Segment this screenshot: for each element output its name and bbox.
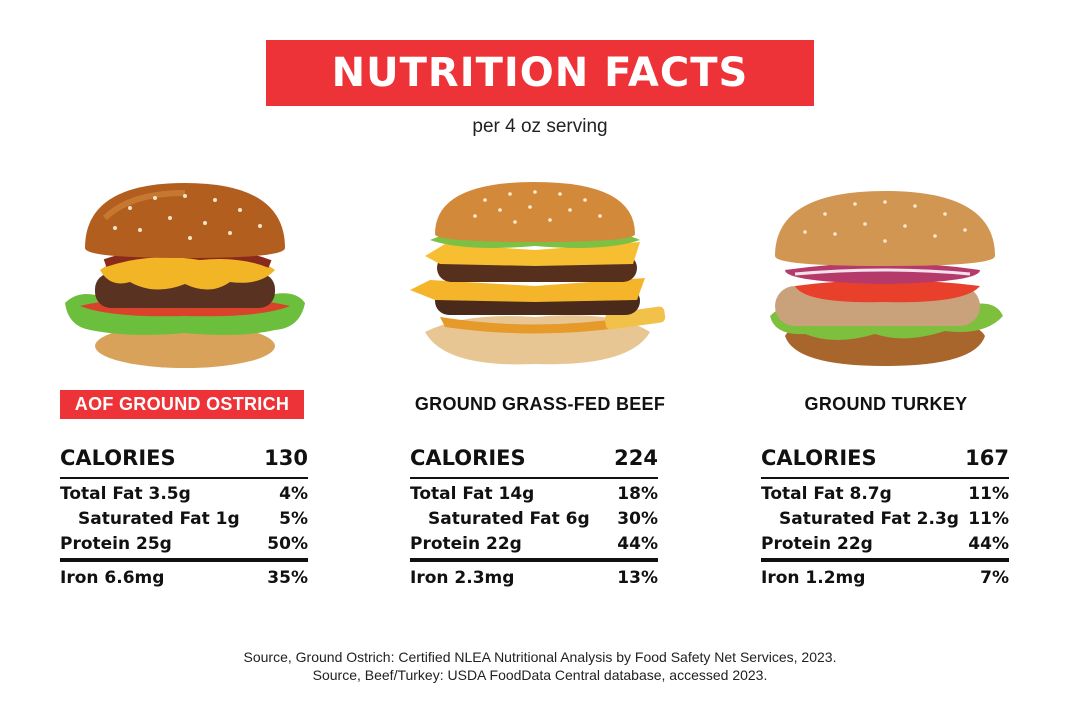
divider bbox=[60, 558, 308, 562]
source-footer: Source, Ground Ostrich: Certified NLEA N… bbox=[0, 648, 1080, 684]
nutrient-value: 5% bbox=[279, 509, 308, 529]
nutrient-label: Total Fat 14g bbox=[410, 484, 535, 504]
nutrient-label: Total Fat 8.7g bbox=[761, 484, 892, 504]
page-subtitle: per 4 oz serving bbox=[472, 116, 608, 137]
nutrient-value: 11% bbox=[968, 484, 1009, 504]
calories-row: CALORIES 167 bbox=[761, 446, 1009, 470]
beef-burger-image bbox=[405, 182, 670, 372]
source-line-beef-turkey: Source, Beef/Turkey: USDA FoodData Centr… bbox=[312, 667, 768, 683]
nutrient-row: Iron 2.3mg 13% bbox=[410, 568, 658, 588]
nutrient-row: Iron 6.6mg 35% bbox=[60, 568, 308, 588]
nutrient-label: Protein 25g bbox=[60, 534, 172, 554]
calories-value: 167 bbox=[965, 446, 1009, 470]
nutrient-label: Iron 1.2mg bbox=[761, 568, 866, 588]
nutrient-value: 35% bbox=[267, 568, 308, 588]
nutrient-value: 13% bbox=[617, 568, 658, 588]
calories-row: CALORIES 224 bbox=[410, 446, 658, 470]
nutrient-row: Total Fat 8.7g 11% bbox=[761, 484, 1009, 504]
nutrient-row: Iron 1.2mg 7% bbox=[761, 568, 1009, 588]
divider bbox=[410, 477, 658, 479]
nutrient-label: Protein 22g bbox=[410, 534, 522, 554]
calories-label: CALORIES bbox=[60, 446, 176, 470]
nutrient-row: Total Fat 3.5g 4% bbox=[60, 484, 308, 504]
column-name: AOF GROUND OSTRICH bbox=[60, 390, 304, 419]
nutrient-row: Protein 22g 44% bbox=[410, 534, 658, 554]
column-name: GROUND TURKEY bbox=[804, 394, 968, 414]
page-title: NUTRITION FACTS bbox=[331, 50, 749, 96]
calories-label: CALORIES bbox=[761, 446, 877, 470]
nutrient-value: 50% bbox=[267, 534, 308, 554]
nutrient-value: 18% bbox=[617, 484, 658, 504]
nutrient-value: 30% bbox=[617, 509, 658, 529]
calories-label: CALORIES bbox=[410, 446, 526, 470]
source-line-ostrich: Source, Ground Ostrich: Certified NLEA N… bbox=[243, 649, 837, 665]
nutrient-label: Saturated Fat 1g bbox=[78, 509, 240, 529]
nutrient-row: Saturated Fat 2.3g 11% bbox=[761, 509, 1009, 529]
turkey-burger-image bbox=[765, 186, 1005, 371]
ostrich-burger-image bbox=[60, 178, 310, 373]
nutrient-label: Iron 6.6mg bbox=[60, 568, 165, 588]
nutrient-value: 7% bbox=[980, 568, 1009, 588]
calories-value: 130 bbox=[264, 446, 308, 470]
nutrient-value: 4% bbox=[279, 484, 308, 504]
nutrient-label: Total Fat 3.5g bbox=[60, 484, 191, 504]
nutrient-value: 11% bbox=[968, 509, 1009, 529]
divider bbox=[410, 558, 658, 562]
nutrient-row: Protein 25g 50% bbox=[60, 534, 308, 554]
column-name: GROUND GRASS-FED BEEF bbox=[414, 394, 666, 414]
nutrient-row: Saturated Fat 6g 30% bbox=[410, 509, 658, 529]
nutrient-value: 44% bbox=[968, 534, 1009, 554]
nutrient-row: Saturated Fat 1g 5% bbox=[60, 509, 308, 529]
title-banner: NUTRITION FACTS bbox=[266, 40, 814, 106]
nutrient-label: Saturated Fat 2.3g bbox=[779, 509, 959, 529]
nutrient-label: Saturated Fat 6g bbox=[428, 509, 590, 529]
nutrient-label: Protein 22g bbox=[761, 534, 873, 554]
nutrient-value: 44% bbox=[617, 534, 658, 554]
divider bbox=[761, 477, 1009, 479]
nutrient-row: Protein 22g 44% bbox=[761, 534, 1009, 554]
divider bbox=[761, 558, 1009, 562]
calories-row: CALORIES 130 bbox=[60, 446, 308, 470]
nutrient-row: Total Fat 14g 18% bbox=[410, 484, 658, 504]
divider bbox=[60, 477, 308, 479]
nutrient-label: Iron 2.3mg bbox=[410, 568, 515, 588]
calories-value: 224 bbox=[614, 446, 658, 470]
